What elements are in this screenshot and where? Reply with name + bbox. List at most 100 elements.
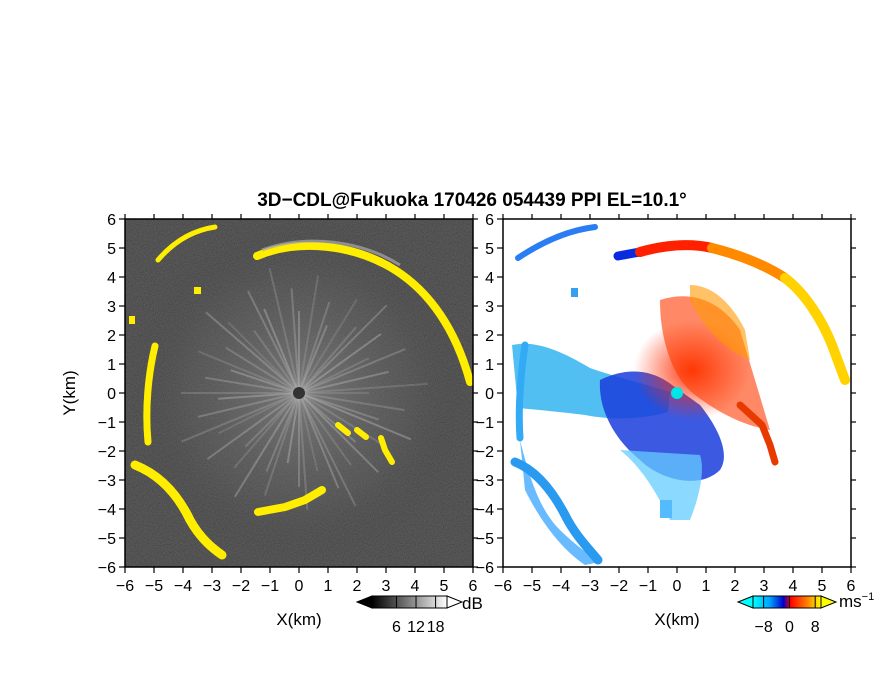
radial-streak [298, 275, 320, 394]
right-x-tick-label: 0 [673, 578, 682, 595]
north-velocity-arc-red [635, 240, 717, 257]
left-x-tick-label: −1 [261, 578, 279, 595]
left-x-tick-label: −5 [145, 578, 163, 595]
right-y-tick-label: −3 [476, 473, 494, 490]
left-colorbar-tick-label: 18 [427, 619, 445, 636]
northwest-echo-fragment [155, 224, 218, 263]
right-colorbar-unit: ms−1 [839, 591, 874, 611]
radial-streak [233, 392, 300, 469]
right-x-tick-label: 6 [847, 578, 856, 595]
right-colorbar-tick-label: 8 [811, 619, 820, 636]
left-x-tick-label: 1 [324, 578, 333, 595]
radial-streak [298, 325, 328, 394]
radial-streak [205, 311, 300, 394]
radial-streak [244, 392, 300, 448]
left-y-tick-label: −6 [98, 560, 116, 577]
left-x-tick-label: 4 [411, 578, 420, 595]
approaching-flow-core [599, 371, 724, 481]
left-y-tick-label: −3 [98, 473, 116, 490]
left-y-tick-label: 2 [107, 328, 116, 345]
left-colorbar-left-arrow [355, 595, 373, 609]
southwest-echo-arc [130, 460, 227, 560]
small-velocity-patch [660, 500, 672, 518]
southwest-flow-region [520, 440, 600, 565]
east-flow-streak [736, 401, 779, 466]
radar-site-marker [671, 387, 683, 399]
small-echo-patch [194, 287, 201, 294]
left-colorbar-tick-label: 12 [407, 619, 425, 636]
radar-site-marker [293, 387, 305, 399]
radial-streak [234, 392, 300, 498]
left-panel: −6 −5 −4 −3 −2 −1 0 1 2 3 4 5 6 −6 −5 −4 −3 −2 −1 0 1 2 3 4 5 6 X… [60, 212, 478, 629]
small-echo-patch [129, 316, 135, 324]
east-echo [335, 422, 395, 465]
right-colorbar-left-arrow [736, 595, 754, 609]
left-colorbar-ticks: 6 12 18 [392, 596, 445, 636]
radial-streak [298, 326, 357, 394]
southwest-velocity-arc [510, 457, 603, 565]
radial-streak [247, 290, 300, 394]
radial-streak [298, 392, 309, 510]
left-y-tick-label: 5 [107, 241, 116, 258]
radial-streak [263, 308, 300, 394]
right-y-tick-label: −2 [476, 444, 494, 461]
radial-streak [298, 392, 412, 441]
radial-streak [218, 392, 300, 400]
left-x-axis-label: X(km) [276, 610, 321, 629]
right-colorbar-tick-label: −8 [755, 619, 773, 636]
radial-streak [253, 329, 300, 394]
radial-streak [263, 392, 300, 496]
radial-streak [298, 357, 370, 394]
left-colorbar-tick-label: 6 [392, 619, 401, 636]
radial-streak [268, 268, 300, 394]
right-x-tick-label: 5 [818, 578, 827, 595]
left-echo-features [129, 224, 473, 560]
right-colorbar-ticks: −8 0 8 [755, 596, 820, 636]
right-x-tick-label: −4 [552, 578, 570, 595]
small-velocity-patch [571, 288, 578, 297]
radial-streak [197, 392, 300, 418]
right-x-tick-label: 2 [731, 578, 740, 595]
left-x-tick-label: −2 [232, 578, 250, 595]
left-x-tick-label: −4 [174, 578, 192, 595]
right-colorbar-right-arrow [820, 595, 838, 609]
radial-streak [206, 392, 300, 460]
right-panel: −6 −5 −4 −3 −2 −1 0 1 2 3 4 5 6 −6 −5 −4 −3 −2 −1 0 1 2 3 4 5 6 X… [476, 212, 856, 629]
right-y-tick-label: −1 [476, 415, 494, 432]
right-y-tick-label: 4 [485, 270, 494, 287]
left-colorbar: 6 12 18 dB [355, 594, 483, 636]
radial-streak [298, 392, 352, 466]
left-y-tick-label: 4 [107, 270, 116, 287]
radial-streak [298, 382, 428, 394]
north-velocity-arc-orange [707, 243, 790, 283]
radial-streak [197, 350, 300, 394]
left-x-tick-label: 0 [295, 578, 304, 595]
left-y-tick-label: −5 [98, 531, 116, 548]
northwest-velocity-arc [515, 224, 598, 261]
left-y-tick-label: −4 [98, 502, 116, 519]
left-x-tick-label: 3 [382, 578, 391, 595]
radial-streak [298, 392, 357, 507]
left-y-tick-label: −1 [98, 415, 116, 432]
right-y-tick-label: 6 [485, 212, 494, 229]
right-axis-ticks: −6 −5 −4 −3 −2 −1 0 1 2 3 4 5 6 −6 −5 −4 −3 −2 −1 0 1 2 3 4 5 6 [476, 212, 856, 595]
right-x-tick-label: −3 [581, 578, 599, 595]
radial-streak [298, 301, 331, 394]
radial-streak [298, 392, 379, 473]
left-x-tick-label: 5 [440, 578, 449, 595]
radial-streak [286, 392, 300, 464]
radial-streak [298, 333, 382, 394]
right-x-tick-label: 4 [789, 578, 798, 595]
radial-streak [265, 392, 300, 472]
radial-streak [181, 392, 300, 443]
radial-streak [227, 321, 300, 394]
left-x-tick-label: −6 [116, 578, 134, 595]
radial-streak [298, 304, 388, 394]
right-y-tick-label: 5 [485, 241, 494, 258]
left-y-tick-label: −2 [98, 444, 116, 461]
left-x-tick-label: 2 [353, 578, 362, 595]
right-x-tick-label: −6 [494, 578, 512, 595]
left-x-tick-label: −3 [203, 578, 221, 595]
right-x-tick-label: 3 [760, 578, 769, 595]
